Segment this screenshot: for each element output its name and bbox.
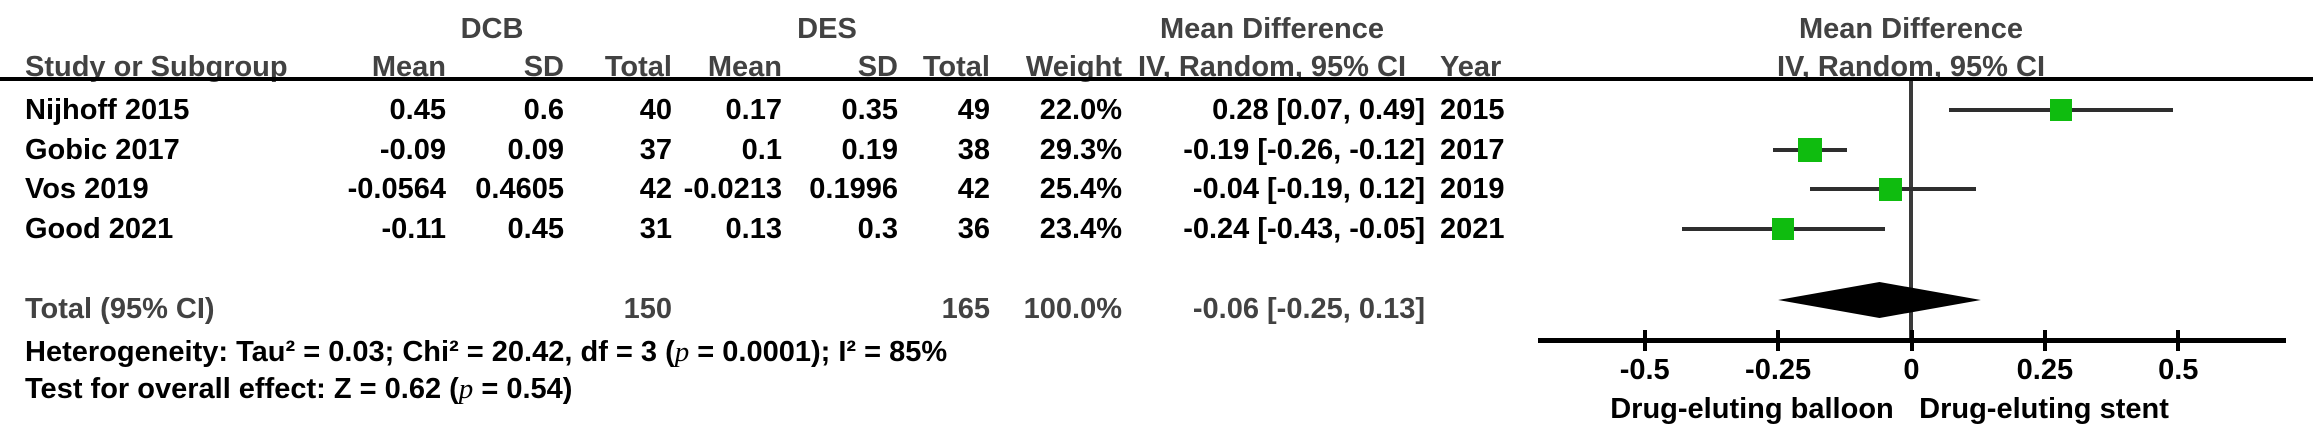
dcb-total-value: 42 (639, 173, 672, 205)
effect-marker (2049, 99, 2072, 121)
total-ci: -0.06 [-0.25, 0.13] (1192, 293, 1425, 325)
dcb-sd-value: 0.6 (523, 94, 564, 126)
heterogeneity-note: Heterogeneity: Tau² = 0.03; Chi² = 20.42… (25, 336, 947, 368)
table-row: Vos 2019 -0.0564 0.4605 42 -0.0213 0.1996 42 25… (0, 173, 2313, 205)
study-name: Vos 2019 (25, 173, 149, 205)
x-label-right: Drug-eluting stent (1919, 393, 2169, 425)
des-sd-value: 0.35 (841, 94, 898, 126)
des-total-value: 36 (957, 213, 990, 245)
group-header-des: DES (797, 13, 857, 45)
heterogeneity-text: Heterogeneity: Tau² = 0.03; Chi² = 20.42… (25, 336, 675, 368)
weight-value: 22.0% (1039, 94, 1122, 126)
overall-effect-text: Test for overall effect: Z = 0.62 ( (25, 373, 459, 405)
total-label: Total (95% CI) (25, 293, 215, 325)
dcb-sd-value: 0.09 (507, 134, 564, 166)
x-tick-label: -0.25 (1745, 354, 1812, 386)
dcb-total-value: 40 (639, 94, 672, 126)
year-value: 2019 (1440, 173, 1505, 205)
x-label-left: Drug-eluting balloon (1610, 393, 1894, 425)
x-tick-label: 0 (1903, 354, 1920, 386)
dcb-total-value: 31 (639, 213, 672, 245)
ci-value: -0.04 [-0.19, 0.12] (1192, 173, 1425, 205)
dcb-mean-value: -0.11 (381, 213, 447, 245)
des-mean-value: 0.13 (725, 213, 782, 245)
overall-effect-text-2: = 0.54) (473, 373, 573, 405)
total-dcb-total: 150 (623, 293, 672, 325)
des-mean-value: -0.0213 (683, 173, 782, 205)
dcb-sd-value: 0.45 (507, 213, 564, 245)
weight-value: 23.4% (1039, 213, 1122, 245)
x-tick-label: 0.25 (2016, 354, 2074, 386)
overall-effect-note: Test for overall effect: Z = 0.62 (p = 0… (25, 373, 572, 405)
x-axis-tick (2042, 330, 2047, 351)
p-symbol: p (458, 373, 474, 405)
effect-marker (1798, 138, 1823, 162)
table-row: Nijhoff 2015 0.45 0.6 40 0.17 0.35 49 22.0% 0.28… (0, 94, 2313, 126)
x-axis-tick (1776, 330, 1781, 351)
des-sd-value: 0.1996 (809, 173, 898, 205)
ci-value: 0.28 [0.07, 0.49] (1212, 94, 1425, 126)
des-total-value: 42 (957, 173, 990, 205)
total-row: Total (95% CI) 150 165 100.0% -0.06 [-0.… (0, 293, 2313, 325)
x-axis-tick (1909, 330, 1914, 351)
x-axis-tick (1642, 330, 1647, 351)
study-name: Good 2021 (25, 213, 174, 245)
des-sd-value: 0.3 (857, 213, 898, 245)
zero-reference-line (1909, 81, 1913, 342)
total-weight: 100.0% (1023, 293, 1122, 325)
des-total-value: 49 (957, 94, 990, 126)
table-row: Good 2021 -0.11 0.45 31 0.13 0.3 36 23.4% -0.24 … (0, 213, 2313, 245)
ci-value: -0.19 [-0.26, -0.12] (1183, 134, 1425, 166)
dcb-mean-value: -0.0564 (347, 173, 446, 205)
ci-value: -0.24 [-0.43, -0.05] (1183, 213, 1425, 245)
year-value: 2021 (1440, 213, 1505, 245)
study-name: Gobic 2017 (25, 134, 180, 166)
weight-value: 29.3% (1039, 134, 1122, 166)
p-symbol: p (674, 336, 690, 368)
x-tick-label: 0.5 (2158, 354, 2199, 386)
group-header-dcb: DCB (460, 13, 524, 45)
x-axis-tick (2176, 330, 2181, 351)
group-header-md-plot: Mean Difference (1798, 13, 2024, 45)
year-value: 2017 (1440, 134, 1505, 166)
des-sd-value: 0.19 (841, 134, 898, 166)
x-tick-label: -0.5 (1619, 354, 1670, 386)
dcb-mean-value: 0.45 (389, 94, 446, 126)
dcb-mean-value: -0.09 (379, 134, 446, 166)
effect-marker (1772, 218, 1795, 240)
header-separator-line (0, 77, 2313, 81)
group-header-md-text: Mean Difference (1159, 13, 1385, 45)
total-des-total: 165 (941, 293, 990, 325)
table-row: Gobic 2017 -0.09 0.09 37 0.1 0.19 38 29.3% -0.19… (0, 134, 2313, 166)
dcb-sd-value: 0.4605 (475, 173, 564, 205)
year-value: 2015 (1440, 94, 1505, 126)
heterogeneity-text-2: = 0.0001); I² = 85% (689, 336, 948, 368)
effect-marker (1878, 177, 1902, 201)
des-total-value: 38 (957, 134, 990, 166)
study-name: Nijhoff 2015 (25, 94, 190, 126)
dcb-total-value: 37 (639, 134, 672, 166)
weight-value: 25.4% (1039, 173, 1122, 205)
des-mean-value: 0.1 (741, 134, 782, 166)
des-mean-value: 0.17 (725, 94, 782, 126)
